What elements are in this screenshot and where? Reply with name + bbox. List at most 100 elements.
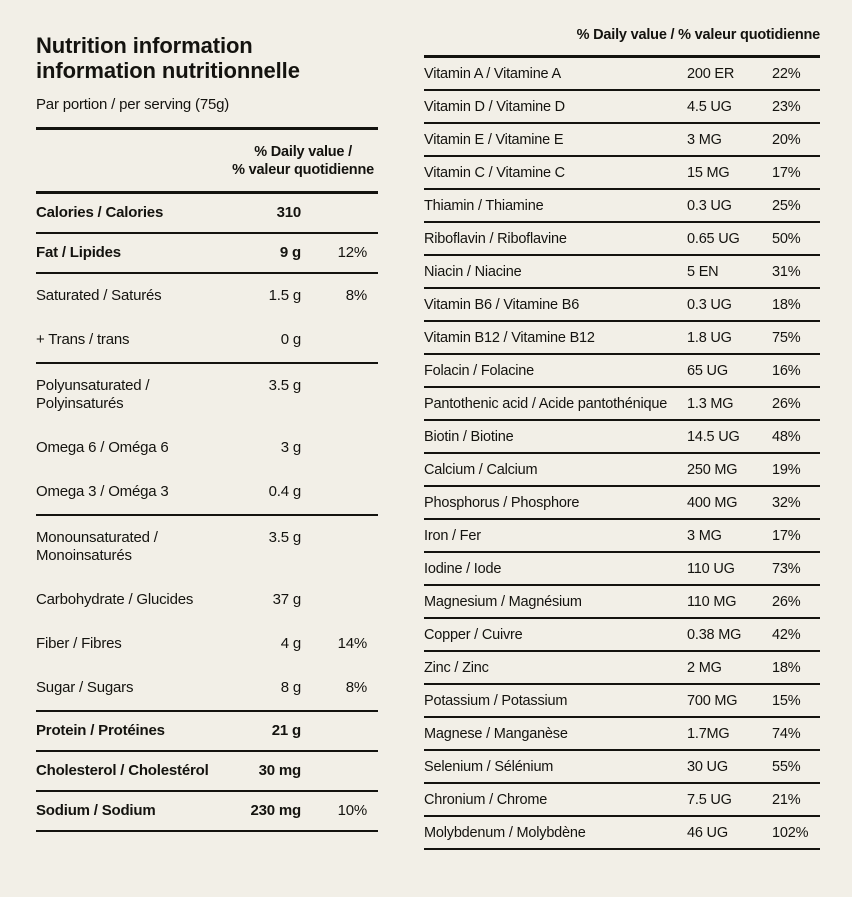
table-row: Magnese / Manganèse 1.7MG 74% [424, 718, 820, 751]
nutrient-label: Biotin / Biotine [424, 428, 514, 445]
nutrient-label: Iodine / Iode [424, 560, 502, 577]
table-row: Pantothenic acid / Acide pantothénique 1… [424, 388, 820, 421]
table-row: Potassium / Potassium 700 MG 15% [424, 685, 820, 718]
nutrient-amount: 4 g [280, 635, 301, 652]
nutrient-amount: 2 MG [687, 659, 722, 676]
nutrient-amount: 1.5 g [268, 287, 302, 304]
nutrient-amount: 30 mg [258, 762, 302, 779]
nutrient-amount: 5 EN [687, 263, 719, 280]
nutrient-amount: 3.5 g [268, 377, 302, 394]
nutrient-daily-value-percent: 19% [772, 461, 801, 478]
nutrient-amount: 46 UG [687, 824, 728, 841]
nutrient-amount: 310 [276, 204, 302, 221]
nutrient-amount: 3.5 g [268, 529, 302, 546]
nutrient-label: Polyunsaturated / Polyinsaturés [36, 377, 150, 412]
page-title: Nutrition information information nutrit… [36, 33, 378, 83]
nutrient-label: Vitamin A / Vitamine A [424, 65, 561, 82]
table-row: Fiber / Fibres 4 g 14% [36, 622, 378, 666]
nutrient-label: Cholesterol / Cholestérol [36, 762, 209, 779]
nutrient-label: Potassium / Potassium [424, 692, 568, 709]
table-row: Vitamin E / Vitamine E 3 MG 20% [424, 124, 820, 157]
table-row: Polyunsaturated / Polyinsaturés 3.5 g [36, 364, 378, 426]
table-row: Carbohydrate / Glucides 37 g [36, 578, 378, 622]
nutrient-daily-value-percent: 15% [772, 692, 801, 709]
nutrient-amount: 0 g [280, 331, 301, 348]
nutrient-label: Magnesium / Magnésium [424, 593, 582, 610]
nutrient-amount: 250 MG [687, 461, 738, 478]
table-row: Vitamin B12 / Vitamine B12 1.8 UG 75% [424, 322, 820, 355]
nutrient-daily-value-percent: 25% [772, 197, 801, 214]
title-line-english: Nutrition information [36, 33, 253, 58]
nutrient-amount: 1.3 MG [687, 395, 734, 412]
macronutrient-rows: Calories / Calories 310 Fat / Lipides 9 … [36, 194, 378, 832]
nutrient-daily-value-percent: 20% [772, 131, 801, 148]
nutrient-amount: 7.5 UG [687, 791, 732, 808]
table-row: Saturated / Saturés 1.5 g 8% [36, 274, 378, 318]
table-row: Thiamin / Thiamine 0.3 UG 25% [424, 190, 820, 223]
nutrient-amount: 14.5 UG [687, 428, 740, 445]
nutrient-daily-value-percent: 31% [772, 263, 801, 280]
macronutrient-table: % Daily value / % valeur quotidienne Cal… [36, 127, 378, 832]
nutrient-daily-value-percent: 18% [772, 659, 801, 676]
table-row: Zinc / Zinc 2 MG 18% [424, 652, 820, 685]
nutrient-daily-value-percent: 8% [345, 679, 367, 696]
nutrient-label: Phosphorus / Phosphore [424, 494, 580, 511]
nutrient-label: Folacin / Folacine [424, 362, 535, 379]
nutrient-amount: 0.3 UG [687, 197, 732, 214]
nutrient-label: Magnese / Manganèse [424, 725, 568, 742]
nutrient-label: Sodium / Sodium [36, 802, 156, 819]
nutrient-daily-value-percent: 17% [772, 527, 801, 544]
table-row: Calories / Calories 310 [36, 194, 378, 234]
nutrient-daily-value-percent: 73% [772, 560, 801, 577]
nutrient-amount: 3 g [280, 439, 301, 456]
table-row: + Trans / trans 0 g [36, 318, 378, 364]
table-row: Fat / Lipides 9 g 12% [36, 234, 378, 274]
nutrient-daily-value-percent: 32% [772, 494, 801, 511]
nutrient-label: Vitamin B12 / Vitamine B12 [424, 329, 595, 346]
nutrient-label: Selenium / Sélénium [424, 758, 554, 775]
nutrient-amount: 3 MG [687, 131, 722, 148]
nutrient-label: Pantothenic acid / Acide pantothénique [424, 395, 668, 412]
nutrient-daily-value-percent: 50% [772, 230, 801, 247]
nutrient-label: Iron / Fer [424, 527, 481, 544]
micronutrient-panel: % Daily value / % valeur quotidienne Vit… [424, 26, 820, 850]
nutrient-amount: 1.8 UG [687, 329, 732, 346]
table-row: Chronium / Chrome 7.5 UG 21% [424, 784, 820, 817]
nutrient-amount: 700 MG [687, 692, 738, 709]
nutrient-daily-value-percent: 8% [345, 287, 367, 304]
serving-size-note: Par portion / per serving (75g) [36, 96, 230, 113]
nutrient-daily-value-percent: 26% [772, 593, 801, 610]
table-row: Phosphorus / Phosphore 400 MG 32% [424, 487, 820, 520]
table-row: Riboflavin / Riboflavine 0.65 UG 50% [424, 223, 820, 256]
nutrient-label: Vitamin B6 / Vitamine B6 [424, 296, 580, 313]
table-row: Biotin / Biotine 14.5 UG 48% [424, 421, 820, 454]
nutrient-label: Vitamin E / Vitamine E [424, 131, 564, 148]
daily-value-header-left: % Daily value / % valeur quotidienne [36, 130, 378, 194]
nutrient-amount: 0.4 g [268, 483, 302, 500]
nutrient-daily-value-percent: 74% [772, 725, 801, 742]
table-row: Iron / Fer 3 MG 17% [424, 520, 820, 553]
table-row: Cholesterol / Cholestérol 30 mg [36, 752, 378, 792]
nutrient-daily-value-percent: 75% [772, 329, 801, 346]
title-line-french: information nutritionnelle [36, 58, 300, 83]
nutrient-daily-value-percent: 12% [337, 244, 368, 261]
nutrient-amount: 0.65 UG [687, 230, 740, 247]
nutrient-daily-value-percent: 48% [772, 428, 801, 445]
nutrient-daily-value-percent: 22% [772, 65, 801, 82]
nutrient-daily-value-percent: 55% [772, 758, 801, 775]
table-row: Iodine / Iode 110 UG 73% [424, 553, 820, 586]
table-row: Monounsaturated / Monoinsaturés 3.5 g [36, 516, 378, 578]
nutrient-label: Niacin / Niacine [424, 263, 522, 280]
nutrient-amount: 400 MG [687, 494, 738, 511]
nutrient-amount: 0.3 UG [687, 296, 732, 313]
table-row: Niacin / Niacine 5 EN 31% [424, 256, 820, 289]
nutrient-amount: 230 mg [250, 802, 302, 819]
table-row: Selenium / Sélénium 30 UG 55% [424, 751, 820, 784]
nutrient-label: Zinc / Zinc [424, 659, 489, 676]
nutrient-amount: 30 UG [687, 758, 728, 775]
table-row: Vitamin B6 / Vitamine B6 0.3 UG 18% [424, 289, 820, 322]
nutrient-daily-value-percent: 23% [772, 98, 801, 115]
table-row: Folacin / Folacine 65 UG 16% [424, 355, 820, 388]
nutrient-amount: 110 UG [687, 560, 735, 577]
